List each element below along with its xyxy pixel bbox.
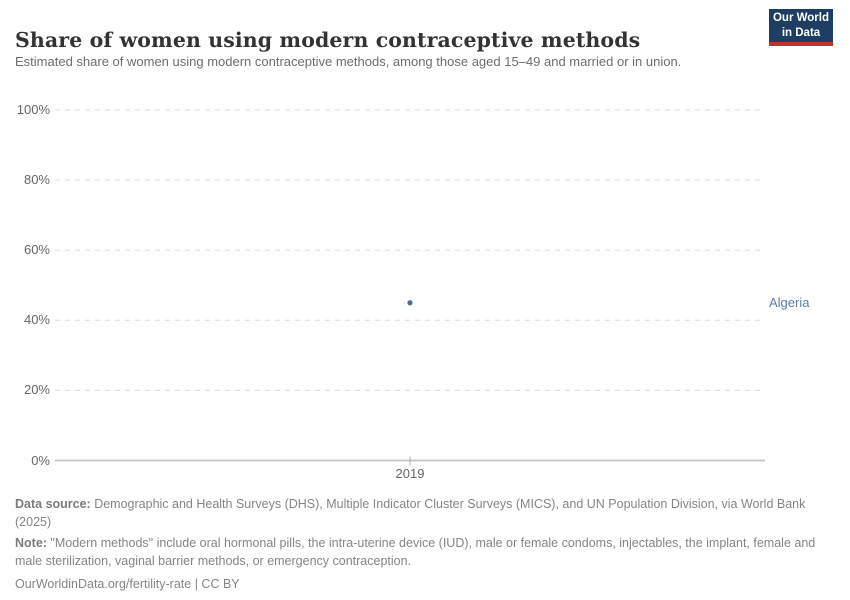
owid-logo-line1: Our World xyxy=(772,12,829,25)
note-label: Note: xyxy=(15,536,47,550)
page-title: Share of women using modern contraceptiv… xyxy=(15,27,641,52)
x-axis-tick-label: 2019 xyxy=(395,466,425,481)
note-line: Note: "Modern methods" include oral horm… xyxy=(15,535,820,570)
entity-label-algeria[interactable]: Algeria xyxy=(769,294,810,310)
y-axis-tick-label: 100% xyxy=(16,102,50,117)
y-axis-tick-label: 40% xyxy=(23,312,50,328)
y-axis-tick-label: 20% xyxy=(23,382,50,398)
note-text: "Modern methods" include oral hormonal p… xyxy=(15,536,816,568)
data-point[interactable] xyxy=(407,300,413,306)
owid-logo[interactable]: Our World in Data xyxy=(769,9,833,46)
chart-subtitle: Estimated share of women using modern co… xyxy=(15,54,682,69)
chart-canvas xyxy=(55,109,765,466)
data-source-line: Data source: Demographic and Health Surv… xyxy=(15,496,820,531)
y-axis-tick-label: 60% xyxy=(23,242,50,258)
y-axis-tick-label: 80% xyxy=(23,172,50,188)
chart-footer: Data source: Demographic and Health Surv… xyxy=(15,496,820,598)
citation-separator: | xyxy=(191,577,202,591)
data-source-text: Demographic and Health Surveys (DHS), Mu… xyxy=(15,497,806,529)
owid-url-link[interactable]: OurWorldinData.org/fertility-rate xyxy=(15,577,192,591)
y-axis-tick-label: 0% xyxy=(31,452,50,468)
license-label: CC BY xyxy=(201,577,240,591)
citation-line: OurWorldinData.org/fertility-rate | CC B… xyxy=(15,576,820,594)
data-source-label: Data source: xyxy=(15,497,91,511)
owid-logo-line2: in Data xyxy=(781,26,821,39)
